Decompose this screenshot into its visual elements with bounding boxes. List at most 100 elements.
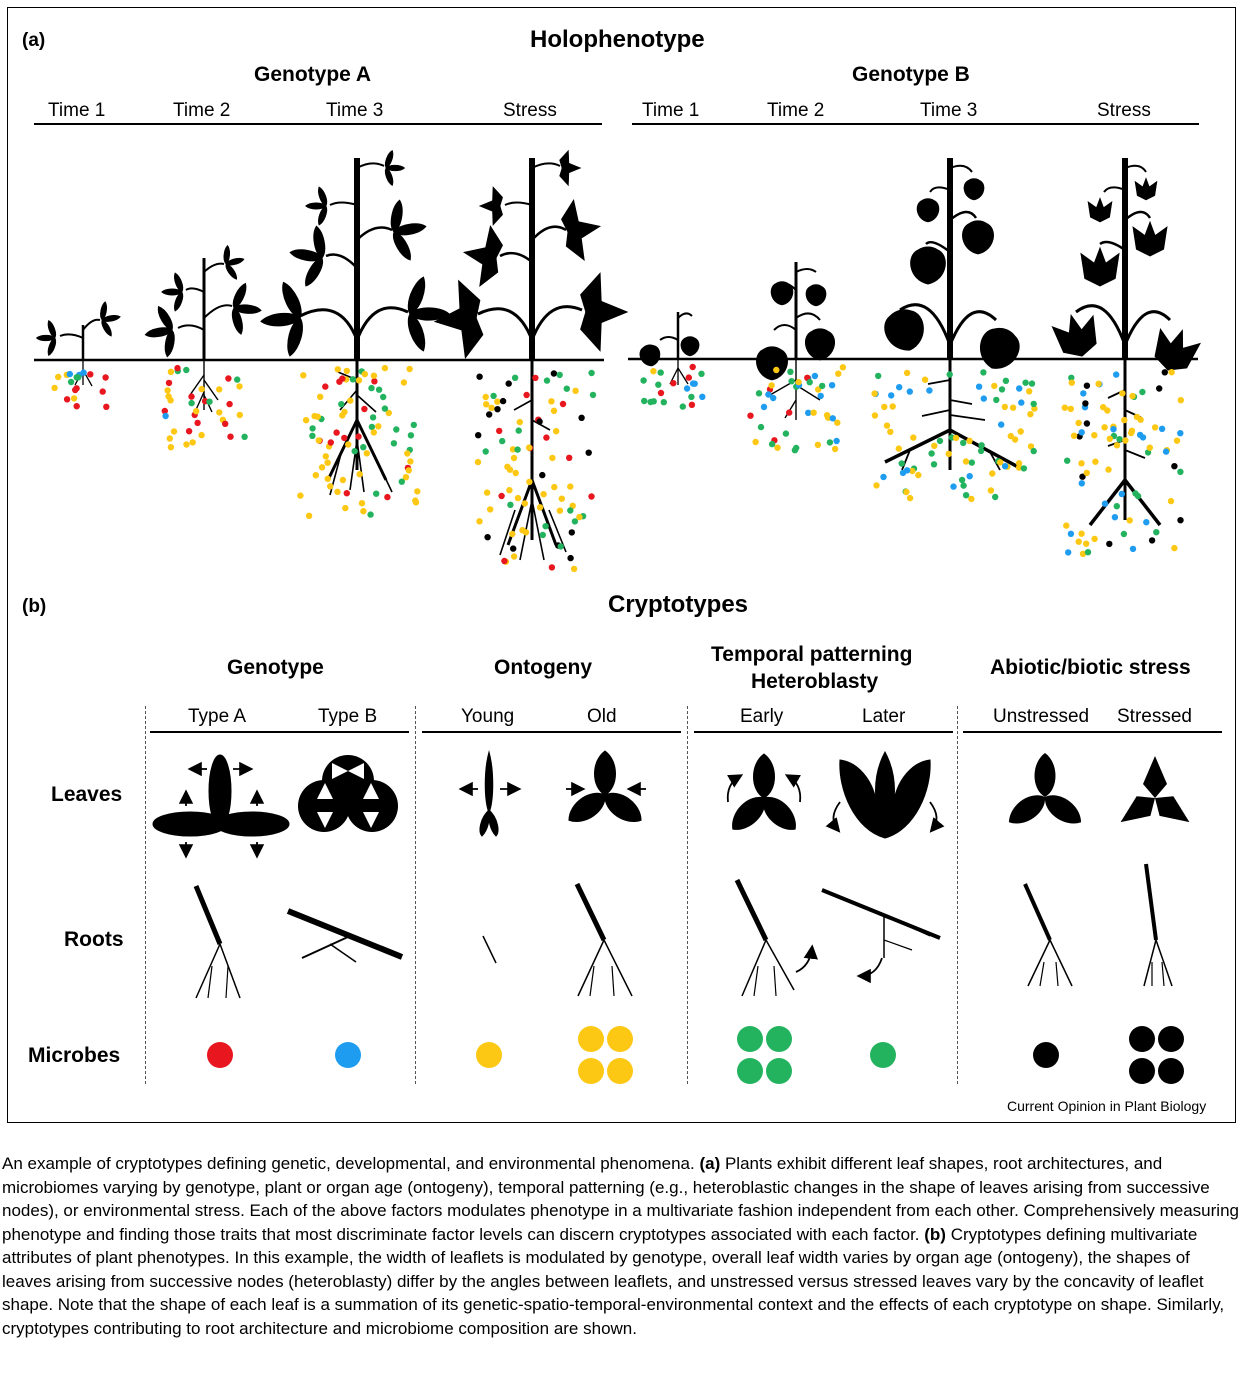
microbe-dot xyxy=(482,448,489,455)
microbe-dot xyxy=(928,450,935,457)
microbe-dot xyxy=(1075,419,1082,427)
microbe-yellow xyxy=(476,1042,502,1068)
soil-microbes xyxy=(51,363,1185,573)
microbe-dot xyxy=(315,437,322,444)
microbe-dot xyxy=(1153,529,1160,536)
microbe-dot xyxy=(67,378,75,386)
microbe-dot xyxy=(543,377,551,384)
microbe-dot xyxy=(571,518,579,525)
plant-a-stress xyxy=(432,149,627,561)
microbe-dot xyxy=(980,369,987,376)
cryptotypes-illustration xyxy=(152,750,1197,1084)
microbe-dot xyxy=(75,374,82,381)
microbe-dot xyxy=(482,393,489,401)
microbe-dot xyxy=(309,432,316,439)
microbe-dot xyxy=(222,420,229,427)
microbe-dot xyxy=(1106,540,1113,548)
microbe-dot xyxy=(509,446,517,453)
microbe-dot xyxy=(978,442,985,449)
caption-text-b: Cryptotypes defining multivariate attrib… xyxy=(2,1224,1225,1338)
microbe-dot xyxy=(747,412,754,419)
microbe-dot xyxy=(960,439,967,447)
microbe-dot xyxy=(404,450,411,457)
microbe-dot xyxy=(1129,545,1137,553)
microbe-dot xyxy=(384,493,391,501)
microbe-dot xyxy=(99,388,106,395)
microbe-dot xyxy=(1126,517,1133,524)
microbe-dot xyxy=(903,369,911,377)
microbe-dot xyxy=(505,380,512,387)
microbe-dot xyxy=(1113,371,1120,378)
microbe-dot xyxy=(227,433,234,440)
row-label-leaves: Leaves xyxy=(51,783,123,806)
microbe-dot xyxy=(1078,460,1085,467)
sub-label-type-a: Type A xyxy=(188,706,247,727)
microbe-dot xyxy=(1063,522,1070,529)
microbe-dot xyxy=(998,386,1006,393)
microbe-dot xyxy=(1083,420,1091,427)
panel-b-title: Cryptotypes xyxy=(608,591,749,618)
microbe-dot xyxy=(55,373,62,381)
microbe-dot xyxy=(1156,385,1163,392)
column-title-genotype: Genotype xyxy=(227,656,324,679)
microbe-dot xyxy=(334,488,341,495)
microbe-dot xyxy=(507,501,514,508)
microbe-dot xyxy=(1061,404,1069,411)
microbe-dot xyxy=(1083,382,1091,389)
microbe-dot xyxy=(499,437,506,445)
microbe-dot xyxy=(550,370,558,377)
microbe-dot xyxy=(234,376,241,383)
microbe-dot xyxy=(370,372,378,379)
microbe-dot xyxy=(915,471,922,479)
microbe-dot xyxy=(909,467,916,475)
microbe-dot xyxy=(1079,473,1086,480)
microbe-dot xyxy=(898,460,905,467)
microbe-dot xyxy=(1106,435,1114,442)
microbe-dot xyxy=(506,466,514,473)
microbe-dot xyxy=(1161,369,1169,376)
microbe-dot xyxy=(327,439,334,446)
microbe-dot xyxy=(72,386,79,394)
microbe-dot xyxy=(322,453,329,460)
column-divider-1 xyxy=(145,706,146,1084)
microbe-dot xyxy=(349,376,357,383)
microbe-dot xyxy=(193,408,200,415)
panel-a-title: Holophenotype xyxy=(530,26,705,53)
microbe-dot xyxy=(302,417,310,424)
microbe-dot xyxy=(1177,430,1184,437)
time-label-b2: Time 2 xyxy=(767,100,825,121)
microbe-dot xyxy=(510,553,518,560)
microbe-dot xyxy=(875,372,882,380)
microbe-dot xyxy=(1030,400,1037,408)
microbe-dot xyxy=(588,369,595,377)
microbe-dot xyxy=(360,508,367,515)
microbe-dot xyxy=(567,507,574,514)
column-rule-2 xyxy=(422,731,681,733)
column-title-temporal: Temporal patterning xyxy=(711,643,913,666)
microbe-dot xyxy=(102,374,109,381)
microbe-dot xyxy=(1148,537,1156,544)
microbe-dot xyxy=(339,476,347,484)
microbe-dot xyxy=(167,368,175,375)
microbe-dot xyxy=(356,471,363,478)
microbe-dot xyxy=(174,364,181,372)
leaf-type-b xyxy=(298,755,398,832)
column-divider-3 xyxy=(687,706,688,1084)
microbe-dot xyxy=(557,543,564,550)
microbe-dot xyxy=(910,434,917,441)
microbe-dot xyxy=(373,490,380,497)
column-divider-2 xyxy=(415,706,416,1084)
microbe-dot xyxy=(685,374,692,381)
microbe-dot xyxy=(817,392,824,400)
microbe-dot xyxy=(768,440,776,448)
microbe-dot xyxy=(341,434,348,442)
microbe-dot xyxy=(921,376,929,383)
sub-label-later: Later xyxy=(862,706,906,727)
microbe-dot xyxy=(542,523,549,530)
microbe-dot xyxy=(170,428,178,435)
microbe-dot xyxy=(475,432,482,439)
microbe-dot xyxy=(871,412,879,419)
microbe-dot xyxy=(161,407,168,415)
microbe-dot xyxy=(1065,549,1072,556)
microbe-dot xyxy=(66,370,74,378)
